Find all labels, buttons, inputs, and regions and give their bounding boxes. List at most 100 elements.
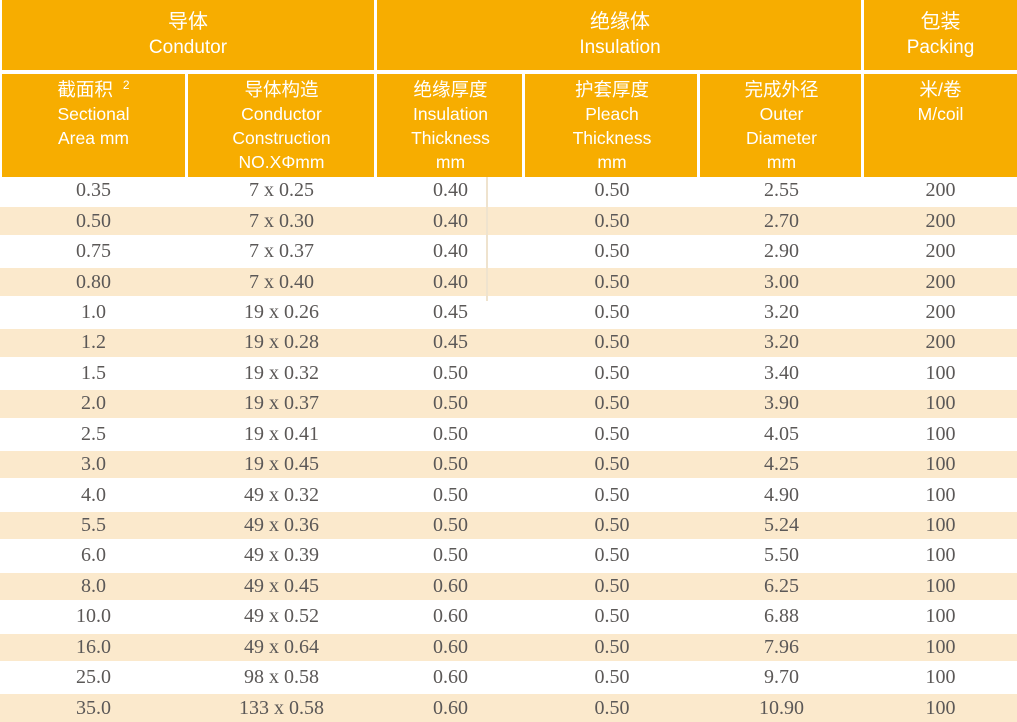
table-row: 2.5 19 x 0.41 0.50 0.50 4.05 100 bbox=[0, 421, 1017, 448]
table-cell-pleach-thickness: 0.50 bbox=[594, 635, 630, 658]
column-header-line: 米/卷 bbox=[919, 79, 962, 100]
table-cell-insulation-thickness: 0.50 bbox=[433, 361, 468, 384]
table-cell-sectional-area: 1.2 bbox=[81, 331, 106, 354]
table-cell-insulation-thickness: 0.60 bbox=[433, 666, 468, 689]
table-cell-outer-diameter: 2.55 bbox=[764, 179, 799, 202]
header-left-edge bbox=[0, 0, 2, 177]
table-cell-conductor-construction: 49 x 0.52 bbox=[244, 605, 319, 628]
table-cell-conductor-construction: 7 x 0.37 bbox=[249, 240, 314, 263]
divider-sectional-construction bbox=[185, 74, 188, 177]
table-cell-pleach-thickness: 0.50 bbox=[594, 240, 630, 263]
group-header-conductor-en: Condutor bbox=[148, 37, 228, 58]
table-cell-insulation-thickness: 0.50 bbox=[433, 544, 468, 567]
table-cell-sectional-area: 16.0 bbox=[76, 635, 111, 658]
table-cell-sectional-area: 5.5 bbox=[81, 514, 106, 537]
column-header-line: mm bbox=[597, 152, 627, 172]
column-header-line: Diameter bbox=[746, 128, 817, 148]
table-cell-pleach-thickness: 0.50 bbox=[594, 392, 630, 415]
table-cell-m-per-coil: 200 bbox=[925, 300, 956, 323]
table-cell-insulation-thickness: 0.60 bbox=[433, 605, 468, 628]
column-header-line: 导体构造 bbox=[244, 79, 319, 100]
table-cell-sectional-area: 0.50 bbox=[76, 209, 111, 232]
table-cell-insulation-thickness: 0.60 bbox=[433, 696, 468, 719]
column-header-line: M/coil bbox=[917, 104, 964, 124]
table-cell-conductor-construction: 19 x 0.37 bbox=[244, 392, 319, 415]
column-header-line: Thickness bbox=[411, 128, 490, 148]
table-cell-insulation-thickness: 0.40 bbox=[433, 209, 468, 232]
group-header-packing: 包装 Packing bbox=[864, 0, 1017, 70]
column-header-pleach-thickness: 护套厚度 Pleach Thickness mm bbox=[525, 74, 699, 177]
table-cell-m-per-coil: 100 bbox=[925, 453, 956, 476]
divider-insulation-packing bbox=[861, 0, 864, 177]
table-cell-outer-diameter: 4.90 bbox=[764, 483, 799, 506]
table-cell-pleach-thickness: 0.50 bbox=[594, 605, 630, 628]
table-cell-outer-diameter: 10.90 bbox=[759, 696, 804, 719]
table-cell-outer-diameter: 6.25 bbox=[764, 574, 799, 597]
table-cell-insulation-thickness: 0.60 bbox=[433, 574, 468, 597]
table-row: 4.0 49 x 0.32 0.50 0.50 4.90 100 bbox=[0, 481, 1017, 508]
table-cell-pleach-thickness: 0.50 bbox=[594, 574, 630, 597]
group-header-conductor-zh: 导体 bbox=[168, 11, 208, 33]
column-header-line: mm bbox=[766, 152, 797, 172]
table-cell-outer-diameter: 4.05 bbox=[764, 422, 799, 445]
table-row: 1.5 19 x 0.32 0.50 0.50 3.40 100 bbox=[0, 360, 1017, 387]
table-cell-outer-diameter: 5.50 bbox=[764, 544, 799, 567]
group-header-insulation-en: Insulation bbox=[579, 37, 661, 58]
superscript-2: 2 bbox=[122, 77, 130, 92]
table-cell-insulation-thickness: 0.40 bbox=[433, 270, 468, 293]
table-cell-sectional-area: 2.0 bbox=[81, 392, 106, 415]
group-header-insulation: 绝缘体 Insulation bbox=[376, 0, 864, 70]
table-cell-conductor-construction: 7 x 0.30 bbox=[249, 209, 314, 232]
table-cell-m-per-coil: 100 bbox=[925, 361, 956, 384]
table-cell-sectional-area: 3.0 bbox=[81, 453, 106, 476]
table-cell-outer-diameter: 9.70 bbox=[764, 666, 799, 689]
table-row: 3.0 19 x 0.45 0.50 0.50 4.25 100 bbox=[0, 447, 1017, 482]
table-cell-sectional-area: 25.0 bbox=[76, 666, 111, 689]
table-cell-conductor-construction: 19 x 0.45 bbox=[244, 453, 319, 476]
table-cell-outer-diameter: 2.90 bbox=[764, 240, 799, 263]
table-cell-conductor-construction: 7 x 0.25 bbox=[249, 179, 314, 202]
column-header-line: Thickness bbox=[572, 128, 652, 148]
divider-insulation-pleach bbox=[522, 74, 525, 177]
table-cell-insulation-thickness: 0.50 bbox=[433, 514, 468, 537]
table-cell-insulation-thickness: 0.50 bbox=[433, 453, 468, 476]
table-cell-conductor-construction: 19 x 0.32 bbox=[244, 361, 319, 384]
table-cell-outer-diameter: 5.24 bbox=[764, 514, 799, 537]
table-cell-m-per-coil: 200 bbox=[925, 240, 956, 263]
header-group-row: 导体 Condutor 绝缘体 Insulation 包装 Packing bbox=[0, 0, 1017, 70]
table-cell-pleach-thickness: 0.50 bbox=[594, 544, 630, 567]
group-header-conductor: 导体 Condutor bbox=[0, 0, 376, 70]
table-cell-m-per-coil: 100 bbox=[925, 605, 956, 628]
table-cell-insulation-thickness: 0.50 bbox=[433, 483, 468, 506]
table-cell-pleach-thickness: 0.50 bbox=[594, 666, 630, 689]
column-header-insulation-thickness: 绝缘厚度 Insulation Thickness mm bbox=[376, 74, 525, 177]
table-cell-conductor-construction: 133 x 0.58 bbox=[239, 696, 324, 719]
group-header-packing-zh: 包装 bbox=[920, 11, 961, 33]
table-cell-sectional-area: 0.35 bbox=[76, 179, 111, 202]
column-header-line: Outer bbox=[759, 104, 804, 124]
table-row: 8.0 49 x 0.45 0.60 0.50 6.25 100 bbox=[0, 569, 1017, 604]
column-header-line: Construction bbox=[232, 128, 331, 148]
scan-artifact-line bbox=[486, 177, 488, 301]
table-cell-conductor-construction: 49 x 0.36 bbox=[244, 514, 319, 537]
group-header-insulation-zh: 绝缘体 bbox=[590, 11, 650, 33]
table-cell-insulation-thickness: 0.40 bbox=[433, 240, 468, 263]
column-header-outer-diameter: 完成外径 Outer Diameter mm bbox=[699, 74, 864, 177]
column-header-line: Conductor bbox=[241, 104, 322, 124]
table-cell-pleach-thickness: 0.50 bbox=[594, 179, 630, 202]
header-horizontal-divider bbox=[0, 70, 1017, 74]
column-header-m-per-coil: 米/卷 M/coil bbox=[864, 74, 1017, 177]
table-row: 0.75 7 x 0.37 0.40 0.50 2.90 200 bbox=[0, 238, 1017, 265]
table-cell-sectional-area: 4.0 bbox=[81, 483, 106, 506]
column-header-line: Pleach bbox=[585, 104, 639, 124]
table-cell-conductor-construction: 49 x 0.45 bbox=[244, 574, 319, 597]
group-header-packing-en: Packing bbox=[906, 37, 975, 58]
table-cell-outer-diameter: 2.70 bbox=[764, 209, 799, 232]
column-header-line: 护套厚度 bbox=[574, 79, 649, 100]
table-cell-outer-diameter: 4.25 bbox=[764, 453, 799, 476]
table-cell-m-per-coil: 200 bbox=[925, 270, 956, 293]
table-row: 35.0 133 x 0.58 0.60 0.50 10.90 100 bbox=[0, 691, 1017, 722]
column-header-line: NO.XΦmm bbox=[238, 152, 325, 172]
table-cell-conductor-construction: 49 x 0.39 bbox=[244, 544, 319, 567]
